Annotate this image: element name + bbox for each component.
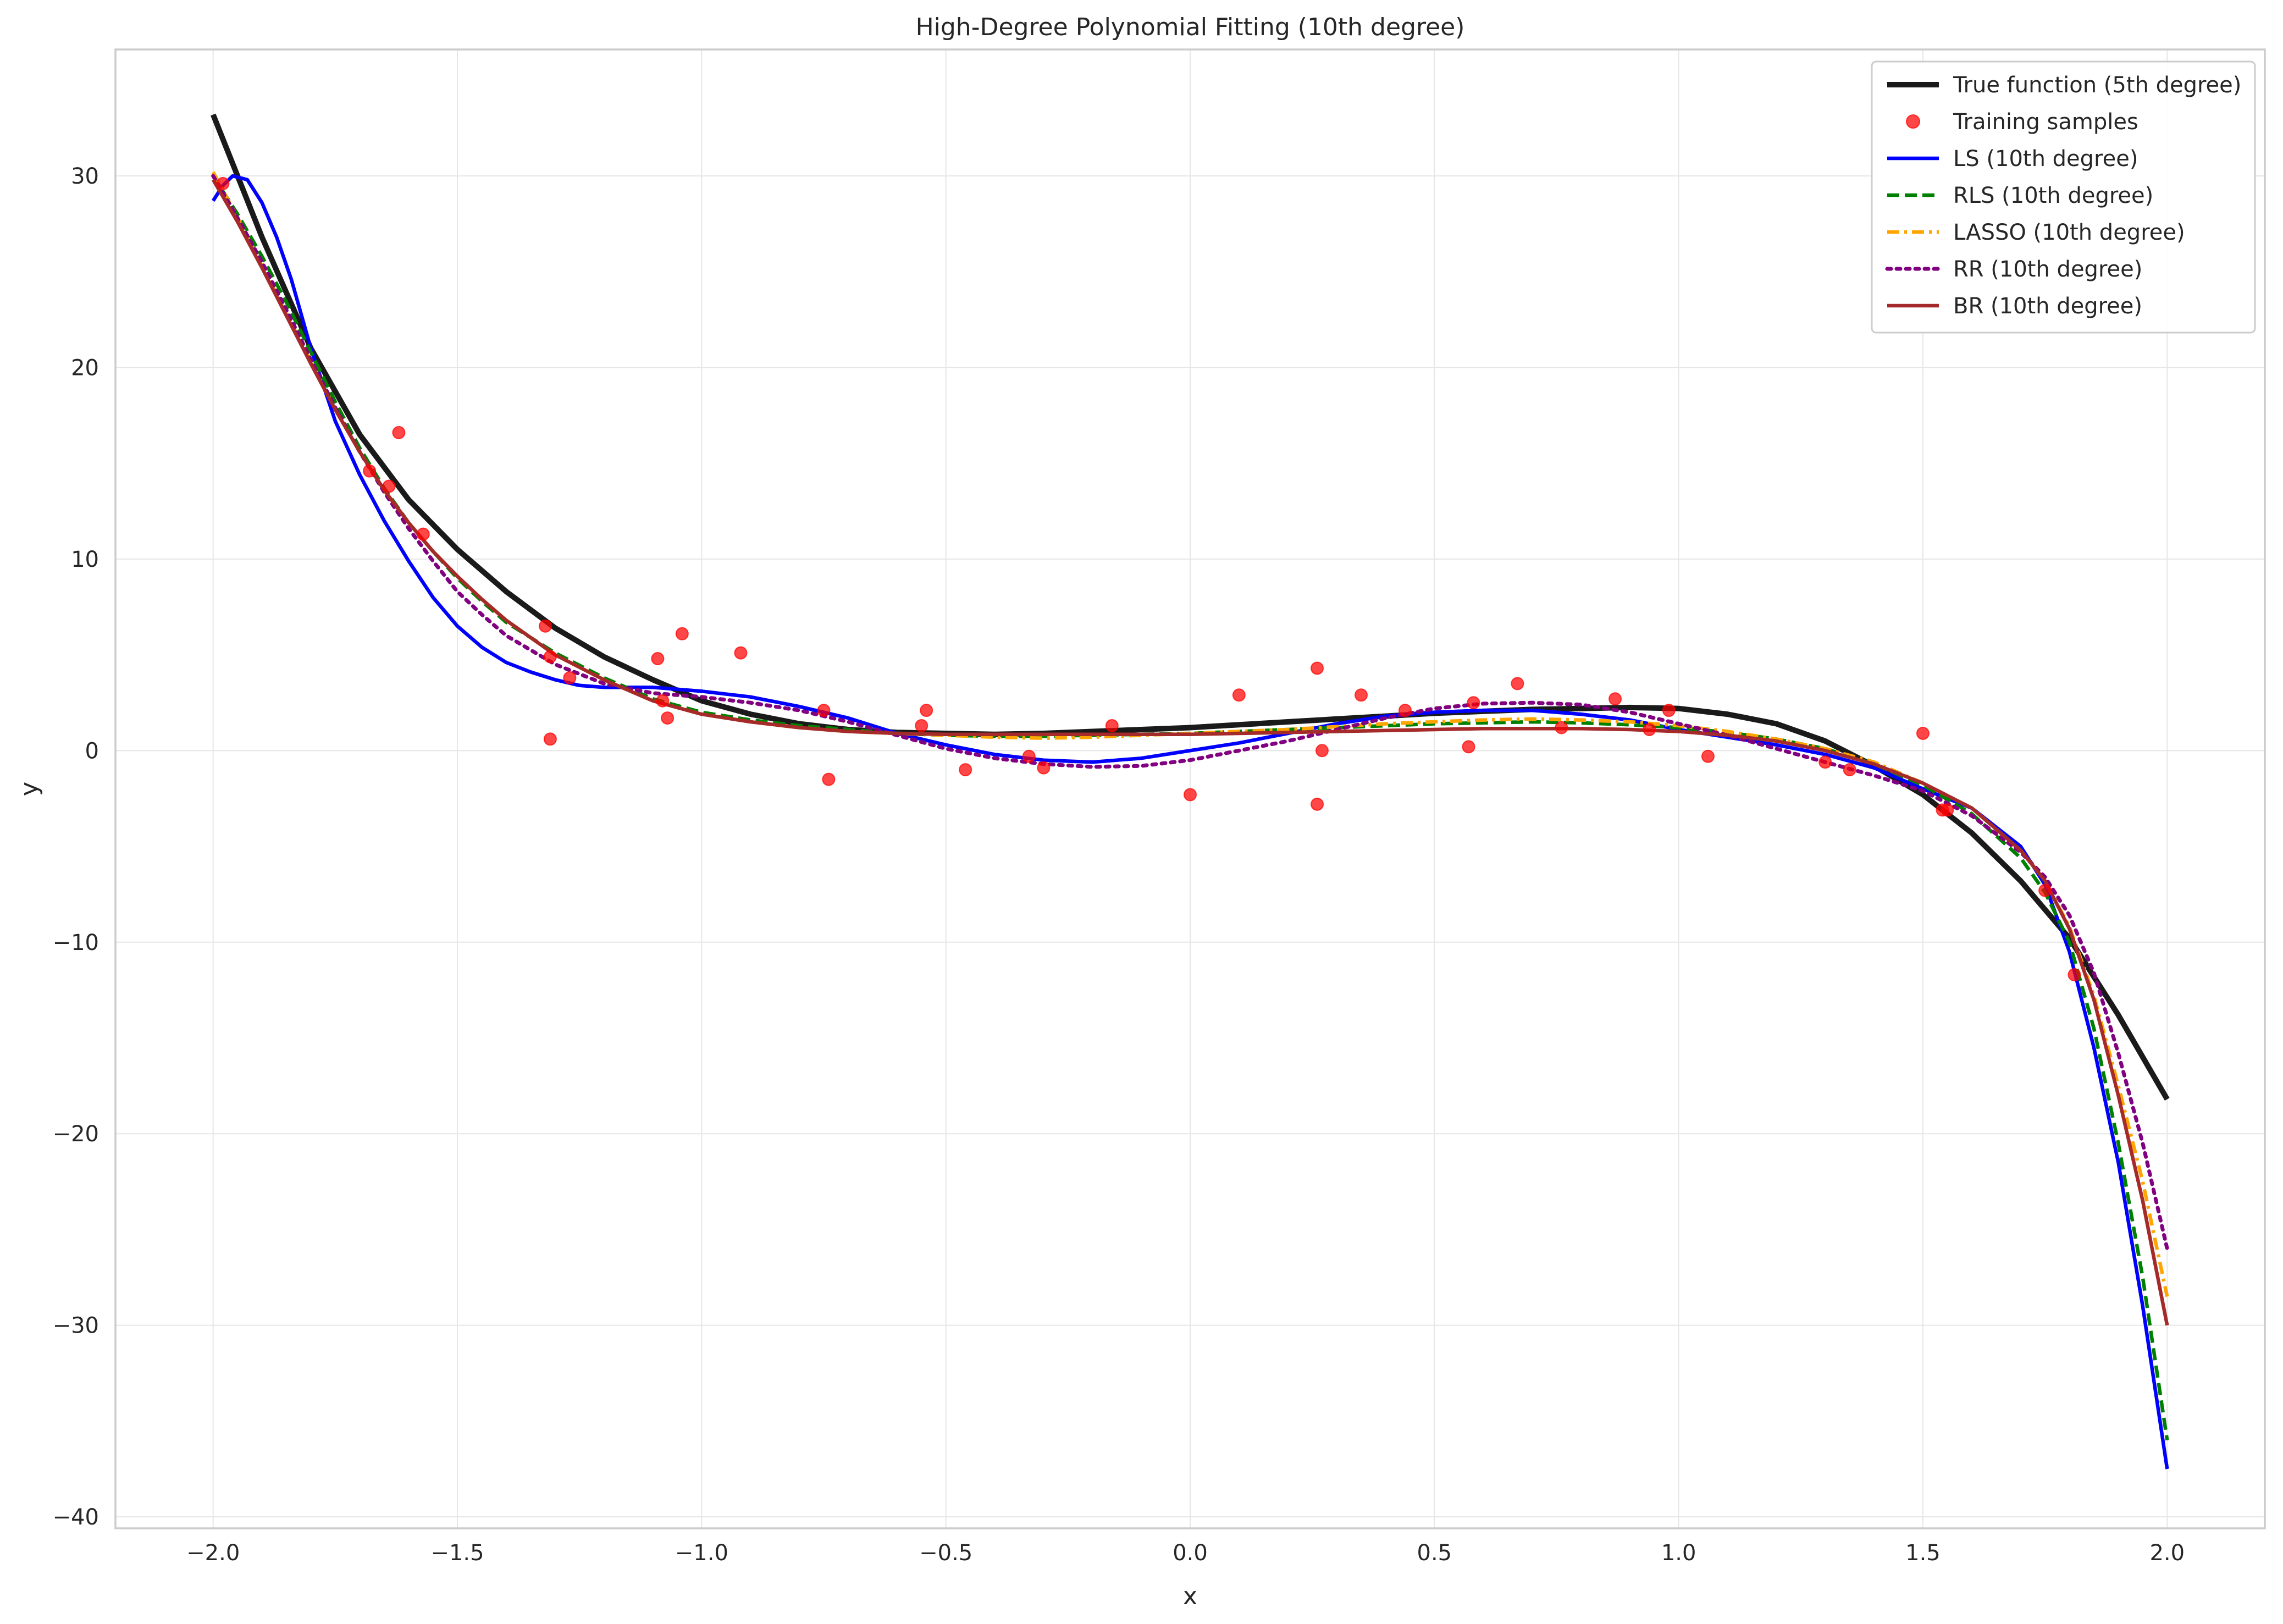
- training-sample-point: [1818, 755, 1832, 769]
- training-sample-point: [959, 763, 972, 777]
- x-tick-label: −0.5: [919, 1540, 972, 1566]
- training-sample-point: [543, 732, 557, 746]
- training-sample-point: [1232, 688, 1246, 702]
- training-sample-point: [920, 704, 933, 717]
- training-sample-point: [392, 426, 406, 439]
- training-sample-point: [563, 671, 577, 684]
- x-tick-label: −1.5: [430, 1540, 484, 1566]
- y-tick-label: 0: [85, 738, 99, 764]
- y-tick-label: 20: [71, 355, 99, 380]
- training-sample-point: [539, 619, 552, 633]
- training-sample-point: [1184, 788, 1197, 802]
- x-tick-label: 0.0: [1173, 1540, 1208, 1566]
- training-sample-point: [1843, 763, 1856, 777]
- y-tick-label: −30: [53, 1313, 99, 1339]
- training-sample-point: [1511, 677, 1524, 691]
- training-sample-point: [1022, 749, 1036, 763]
- training-sample-point: [1311, 661, 1324, 675]
- training-sample-point: [1037, 761, 1051, 775]
- br-10th-degree-line: [211, 179, 2169, 1326]
- legend: True function (5th degree) Training sampl…: [1871, 60, 2256, 334]
- training-sample-point: [1398, 704, 1412, 717]
- x-tick-labels: −2.0 −1.5 −1.0 −0.5 0.0 0.5 1.0 1.5 2.0: [186, 1540, 2185, 1566]
- training-sample-point: [1916, 726, 1930, 740]
- training-sample-point: [661, 711, 675, 725]
- training-sample-point: [1941, 803, 1954, 817]
- legend-label-lasso-10th-degree: LASSO (10th degree): [1953, 220, 2185, 245]
- training-sample-point: [1311, 797, 1324, 811]
- x-axis-label: x: [1183, 1582, 1197, 1610]
- x-tick-label: −2.0: [186, 1540, 240, 1566]
- rr-10th-degree-line: [211, 174, 2169, 1251]
- y-axis-label: y: [15, 782, 43, 796]
- training-sample-point: [1662, 704, 1676, 717]
- ls-10th-degree-line: [211, 174, 2169, 1470]
- training-sample-point: [382, 479, 396, 493]
- legend-label-training-samples: Training samples: [1953, 109, 2138, 135]
- training-sample-point: [363, 464, 377, 478]
- true-function-5th-degree-line: [211, 113, 2170, 1101]
- y-tick-labels: 30 20 10 0 −10 −20 −30 −40: [53, 164, 99, 1530]
- training-sample-point: [2038, 883, 2052, 897]
- training-sample-point: [1105, 719, 1119, 733]
- training-sample-point: [1315, 744, 1329, 758]
- training-samples-scatter: [216, 176, 2081, 981]
- y-tick-label: −40: [53, 1505, 99, 1530]
- training-sample-point: [1555, 721, 1568, 734]
- training-sample-point: [2068, 968, 2081, 981]
- legend-label-true-function-5th-degree: True function (5th degree): [1953, 73, 2241, 98]
- training-sample-point: [416, 527, 430, 541]
- x-tick-label: 1.0: [1661, 1540, 1696, 1566]
- training-sample-point: [216, 176, 230, 190]
- plot-frame: [114, 48, 2266, 1529]
- x-tick-label: 2.0: [2149, 1540, 2185, 1566]
- x-tick-label: 1.5: [1905, 1540, 1941, 1566]
- training-sample-point: [915, 719, 928, 733]
- x-tick-label: −1.0: [675, 1540, 728, 1566]
- training-sample-point: [1701, 749, 1715, 763]
- legend-label-ls-10th-degree: LS (10th degree): [1953, 146, 2138, 172]
- training-sample-point: [651, 652, 665, 666]
- y-tick-label: 10: [71, 547, 99, 572]
- training-sample-point: [817, 704, 831, 717]
- training-sample-point: [543, 650, 557, 664]
- legend-label-rls-10th-degree: RLS (10th degree): [1953, 183, 2153, 208]
- x-tick-label: 0.5: [1417, 1540, 1452, 1566]
- chart-title: High-Degree Polynomial Fitting (10th deg…: [916, 13, 1465, 41]
- training-sample-point: [1643, 722, 1656, 736]
- training-sample-point: [822, 772, 836, 786]
- training-sample-point: [675, 627, 689, 640]
- training-sample-point: [734, 646, 748, 660]
- y-tick-label: −10: [53, 930, 99, 955]
- legend-marker-training-samples: [1906, 114, 1920, 129]
- training-sample-point: [1462, 740, 1475, 754]
- training-sample-point: [1608, 692, 1622, 706]
- training-sample-point: [656, 694, 670, 708]
- training-sample-point: [1467, 696, 1480, 710]
- legend-label-br-10th-degree: BR (10th degree): [1953, 294, 2142, 319]
- series-lines: [211, 113, 2170, 1470]
- training-sample-point: [1355, 688, 1368, 702]
- y-tick-label: −20: [53, 1122, 99, 1147]
- y-tick-label: 30: [71, 164, 99, 189]
- legend-label-rr-10th-degree: RR (10th degree): [1953, 257, 2142, 282]
- legend-box: [1871, 60, 2256, 334]
